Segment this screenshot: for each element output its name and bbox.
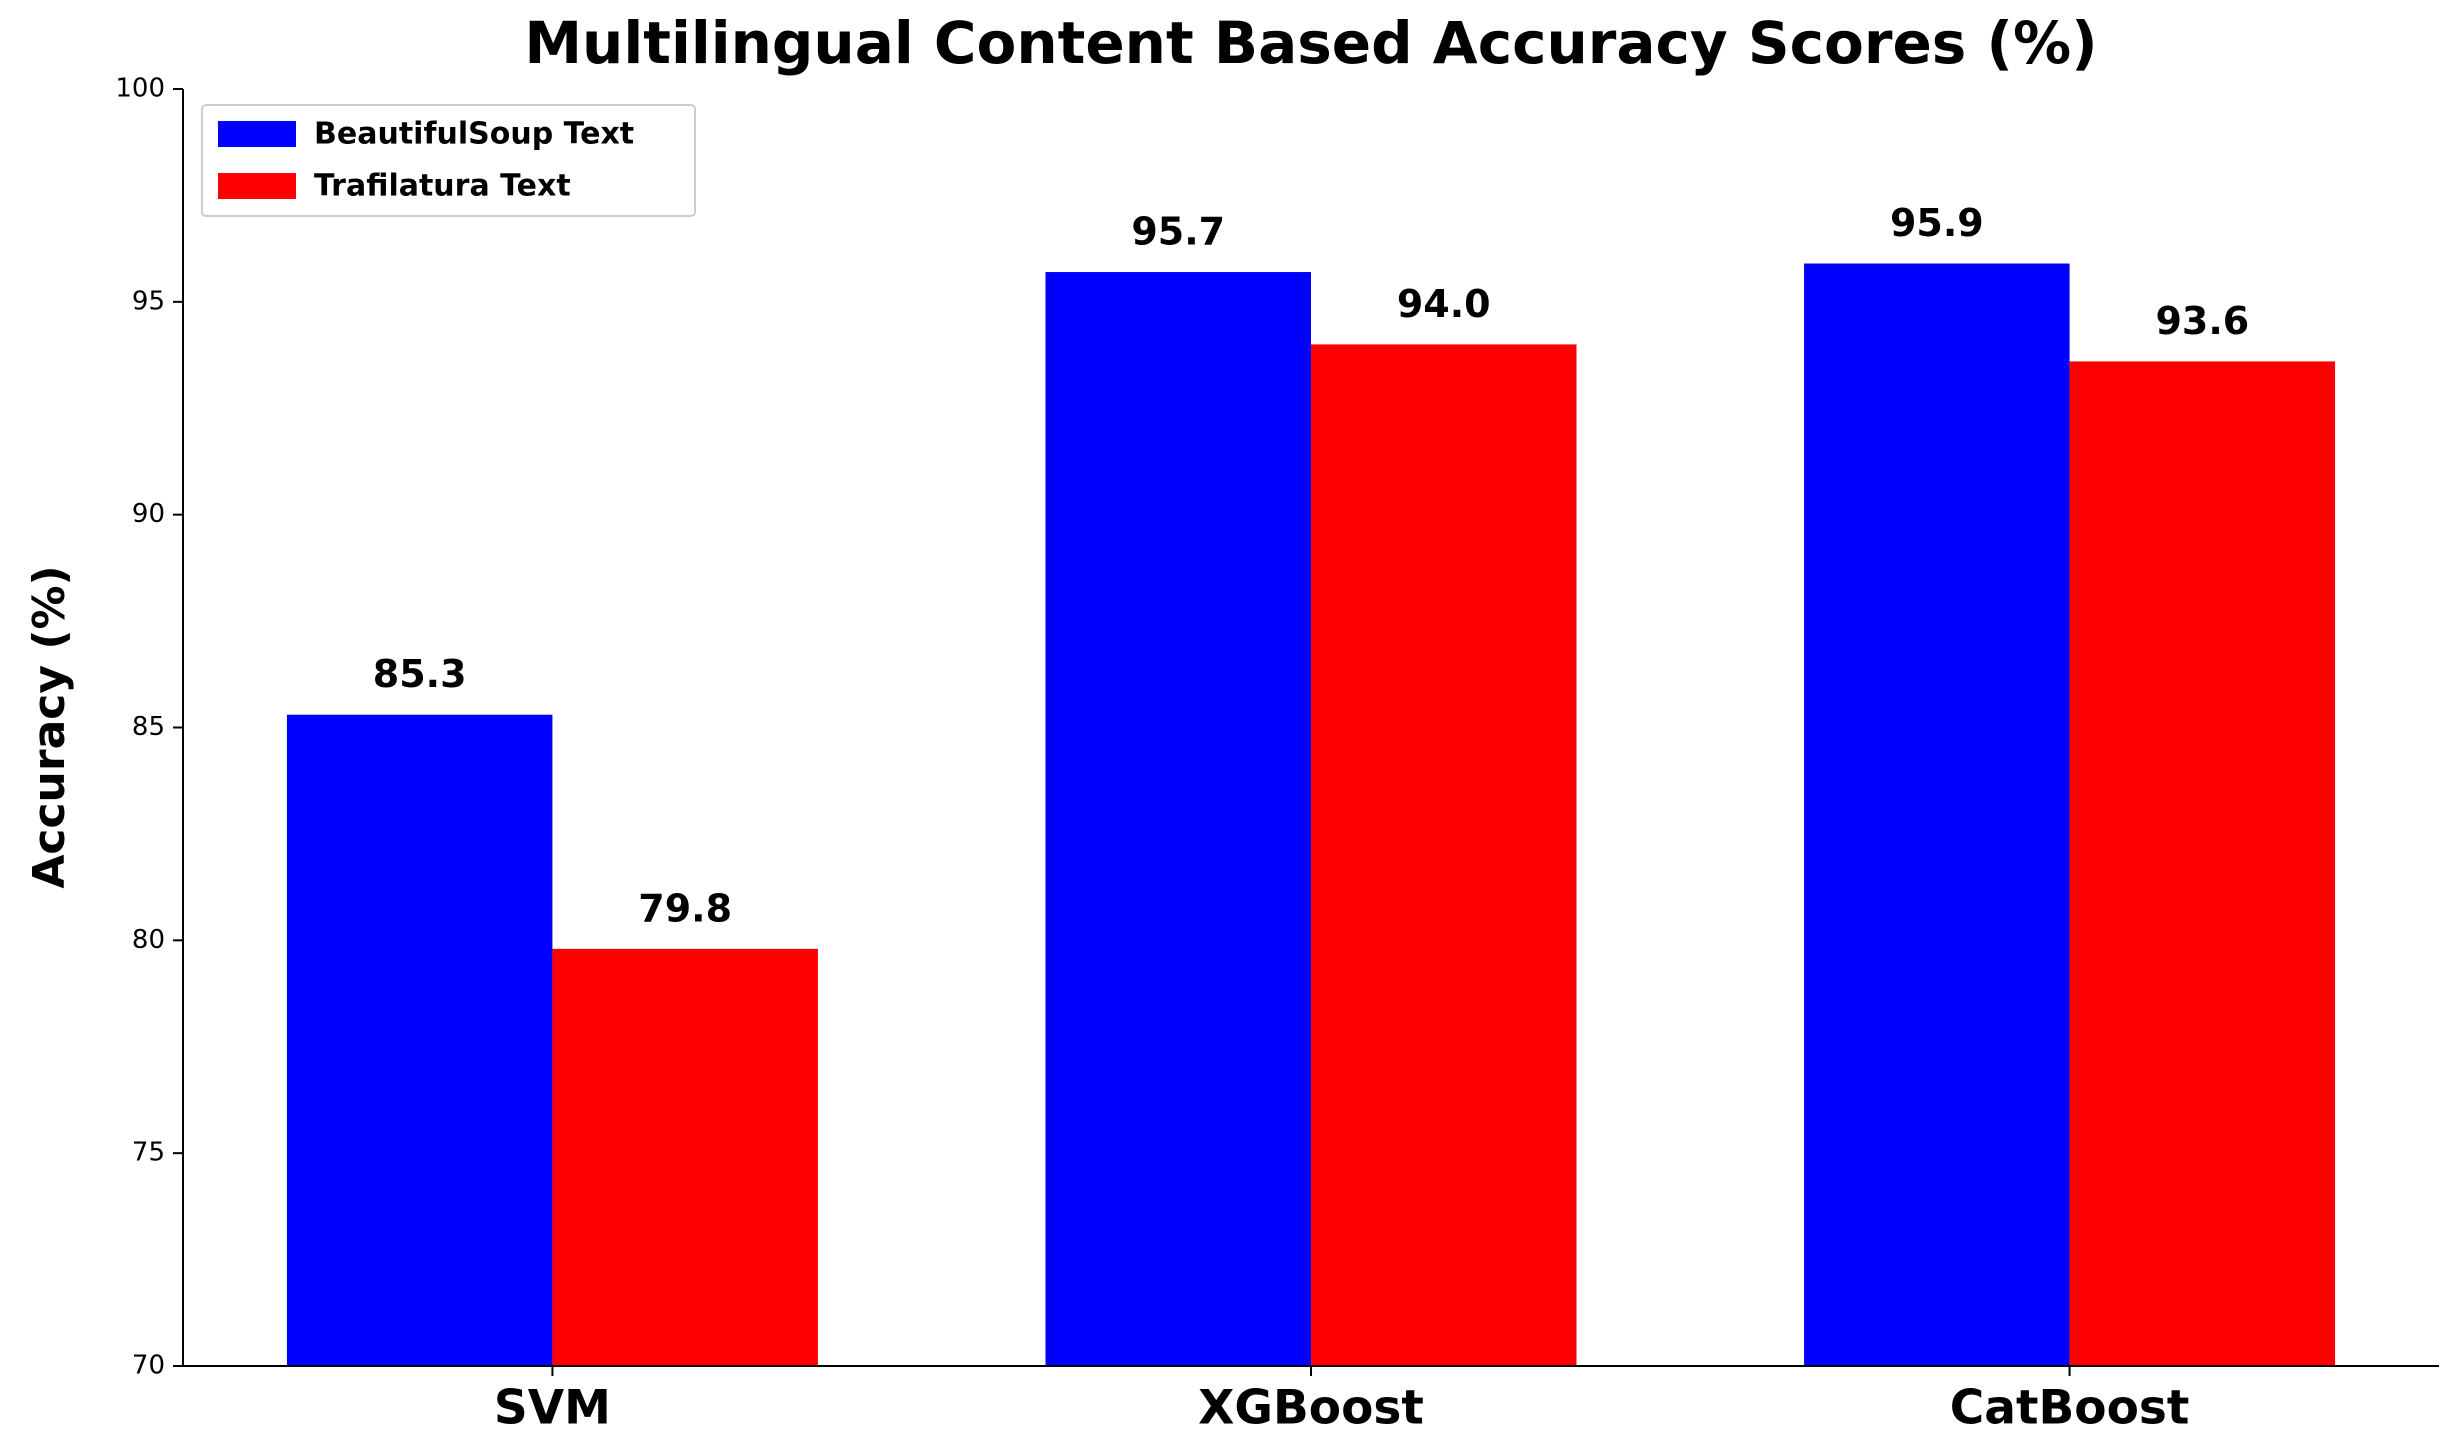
value-label: 93.6 [2155, 299, 2249, 343]
x-tick-label: CatBoost [1950, 1381, 2190, 1436]
y-tick-label: 75 [132, 1138, 165, 1168]
bar [552, 948, 818, 1366]
legend-swatch [218, 173, 296, 199]
bar [1045, 272, 1311, 1367]
y-axis-label: Accuracy (%) [24, 565, 75, 888]
bar [2069, 361, 2336, 1367]
value-label: 79.8 [638, 886, 732, 930]
value-label: 95.7 [1131, 210, 1225, 254]
y-tick-label: 85 [132, 712, 165, 742]
y-tick-label: 100 [115, 74, 165, 104]
chart-title: Multilingual Content Based Accuracy Scor… [524, 9, 2097, 77]
value-label: 85.3 [373, 652, 467, 696]
bar [286, 714, 553, 1366]
x-tick-label: SVM [494, 1381, 611, 1436]
bar [1804, 263, 2070, 1367]
legend-label: BeautifulSoup Text [314, 117, 634, 152]
legend-swatch [218, 121, 296, 147]
y-tick-label: 95 [132, 286, 165, 316]
y-tick-label: 90 [132, 499, 165, 529]
value-label: 94.0 [1397, 282, 1491, 326]
y-tick-label: 80 [132, 925, 165, 955]
x-tick-label: XGBoost [1198, 1381, 1424, 1436]
legend-label: Trafilatura Text [314, 169, 571, 204]
bar [1311, 344, 1577, 1366]
y-tick-label: 70 [132, 1351, 165, 1381]
legend-box [201, 104, 696, 217]
value-label: 95.9 [1890, 201, 1984, 245]
